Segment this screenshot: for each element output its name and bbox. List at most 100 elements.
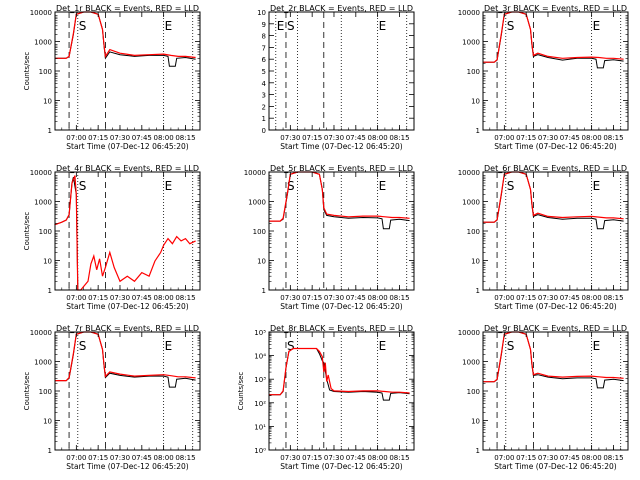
y-tick-label: 1	[48, 127, 52, 135]
y-tick-label: 3	[262, 92, 266, 100]
x-tick-label: 08:15	[175, 294, 195, 302]
time-marker-label: S	[79, 19, 87, 33]
time-marker-label: E	[379, 19, 387, 33]
y-tick-label: 7	[262, 44, 266, 52]
y-tick-label: 1	[476, 287, 480, 295]
x-tick-label: 07:00	[66, 134, 86, 142]
lld-series-line	[482, 11, 624, 63]
y-tick-label: 10	[257, 9, 266, 17]
y-tick-label: 1000	[462, 359, 480, 367]
detector-panel: Det_6r BLACK = Events, RED = LLD S E 1 10 100…	[458, 164, 629, 311]
y-tick-label: 1000	[34, 39, 52, 47]
x-tick-label: 08:15	[175, 454, 195, 462]
x-axis-label: Start Time (07-Dec-12 06:45:20)	[66, 462, 188, 471]
lld-series-line	[54, 331, 196, 382]
y-tick-label: 10000	[30, 169, 52, 177]
y-tick-label: 10	[471, 98, 480, 106]
x-tick-label: 07:15	[88, 134, 108, 142]
time-marker-label: E	[593, 339, 601, 353]
x-tick-label: 07:15	[302, 454, 322, 462]
panel-title: Det_2r BLACK = Events, RED = LLD	[270, 4, 413, 13]
plot-frame	[54, 11, 201, 131]
y-axis-label: Counts/sec	[23, 212, 31, 251]
x-tick-label: 07:30	[110, 294, 130, 302]
y-tick-label: 2	[262, 103, 266, 111]
x-tick-label: 08:00	[154, 134, 174, 142]
detector-panel: Det_5r BLACK = Events, RED = LLD S E 1 10 100…	[244, 164, 415, 311]
x-tick-label: 08:00	[582, 454, 602, 462]
x-tick-label: 07:00	[494, 454, 514, 462]
x-tick-label: 07:00	[494, 294, 514, 302]
x-tick-label: 07:15	[88, 294, 108, 302]
events-series-line	[54, 176, 79, 291]
y-tick-label: 100	[39, 388, 52, 396]
plot-frame	[482, 331, 629, 451]
y-tick-label: 10000	[30, 329, 52, 337]
y-tick-label: 10⁴	[254, 353, 266, 361]
y-tick-label: 10000	[30, 9, 52, 17]
time-marker-label: E	[277, 19, 285, 33]
time-marker-label: E	[593, 19, 601, 33]
x-tick-label: 08:00	[154, 294, 174, 302]
x-tick-label: 08:00	[582, 294, 602, 302]
y-tick-label: 100	[39, 68, 52, 76]
y-axis-label: Counts/sec	[237, 372, 245, 411]
y-tick-label: 10²	[254, 400, 266, 408]
plot-frame	[54, 331, 201, 451]
x-tick-label: 08:00	[582, 134, 602, 142]
y-tick-label: 9	[262, 21, 266, 29]
x-tick-label: 08:15	[389, 134, 409, 142]
y-tick-label: 1	[262, 115, 266, 123]
x-axis-label: Start Time (07-Dec-12 06:45:20)	[280, 142, 402, 151]
x-tick-label: 07:15	[516, 454, 536, 462]
detector-panel: Det_7r BLACK = Events, RED = LLD S E 1 10 100…	[23, 324, 201, 471]
x-tick-label: 07:15	[516, 134, 536, 142]
y-tick-label: 4	[262, 80, 267, 88]
detector-panel: Det_1r BLACK = Events, RED = LLD S E 1 10 100…	[23, 4, 201, 151]
x-tick-label: 07:00	[494, 134, 514, 142]
panel-title: Det_3r BLACK = Events, RED = LLD	[484, 4, 627, 13]
x-tick-label: 08:15	[603, 294, 623, 302]
y-tick-label: 1	[476, 127, 480, 135]
x-tick-label: 07:30	[280, 454, 300, 462]
x-tick-label: 07:45	[560, 454, 580, 462]
x-tick-label: 07:45	[560, 134, 580, 142]
x-tick-label: 07:00	[66, 454, 86, 462]
x-axis-label: Start Time (07-Dec-12 06:45:20)	[66, 302, 188, 311]
panel-title: Det_6r BLACK = Events, RED = LLD	[484, 164, 627, 173]
x-tick-label: 08:15	[389, 454, 409, 462]
time-marker-label: E	[165, 339, 173, 353]
time-marker-label: E	[165, 179, 173, 193]
x-axis-label: Start Time (07-Dec-12 06:45:20)	[280, 462, 402, 471]
lld-series-line	[54, 175, 196, 291]
x-tick-label: 08:00	[368, 294, 388, 302]
y-tick-label: 1000	[462, 39, 480, 47]
y-tick-label: 10000	[458, 9, 480, 17]
x-tick-label: 07:30	[538, 454, 558, 462]
panel-title: Det_8r BLACK = Events, RED = LLD	[270, 324, 413, 333]
y-tick-label: 1	[48, 287, 52, 295]
y-tick-label: 10⁰	[254, 447, 266, 455]
x-tick-label: 07:45	[560, 294, 580, 302]
time-marker-label: S	[287, 179, 295, 193]
x-tick-label: 08:15	[389, 294, 409, 302]
x-tick-label: 07:45	[132, 454, 152, 462]
time-marker-label: S	[507, 19, 515, 33]
x-tick-label: 07:15	[302, 294, 322, 302]
x-tick-label: 07:00	[66, 294, 86, 302]
x-tick-label: 07:30	[538, 134, 558, 142]
y-tick-label: 10	[43, 258, 52, 266]
y-tick-label: 1	[262, 287, 266, 295]
x-axis-label: Start Time (07-Dec-12 06:45:20)	[494, 142, 616, 151]
y-tick-label: 100	[253, 228, 266, 236]
y-tick-label: 1000	[34, 359, 52, 367]
y-tick-label: 10	[471, 258, 480, 266]
x-axis-label: Start Time (07-Dec-12 06:45:20)	[66, 142, 188, 151]
y-tick-label: 1	[48, 447, 52, 455]
time-marker-label: E	[165, 19, 173, 33]
x-axis-label: Start Time (07-Dec-12 06:45:20)	[280, 302, 402, 311]
time-marker-label: S	[287, 339, 295, 353]
y-tick-label: 10	[471, 418, 480, 426]
lld-series-line	[482, 171, 624, 223]
